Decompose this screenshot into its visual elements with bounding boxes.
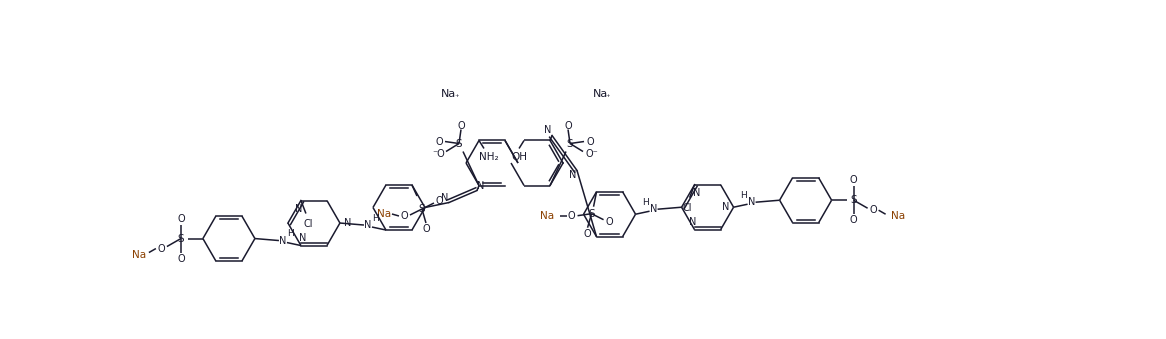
Text: S: S [588, 209, 595, 219]
Text: OH: OH [511, 153, 527, 162]
Text: N: N [364, 220, 372, 230]
Text: O: O [435, 137, 443, 146]
Text: O: O [564, 121, 571, 131]
Text: O: O [584, 229, 591, 239]
Text: S: S [567, 139, 574, 148]
Text: N: N [545, 125, 552, 136]
Text: Cl: Cl [303, 219, 312, 228]
Text: H: H [288, 229, 294, 238]
Text: S: S [456, 139, 462, 148]
Text: O: O [422, 224, 430, 234]
Text: O: O [568, 211, 575, 221]
Text: Na: Na [541, 211, 555, 221]
Text: N: N [747, 197, 756, 207]
Text: O: O [606, 217, 613, 227]
Text: S: S [419, 204, 426, 214]
Text: Na: Na [891, 211, 905, 221]
Text: N: N [722, 202, 729, 212]
Text: ⁻O: ⁻O [433, 148, 445, 159]
Text: N: N [344, 218, 352, 228]
Text: N: N [649, 204, 658, 214]
Text: O: O [850, 215, 857, 225]
Text: ⁺: ⁺ [606, 93, 610, 102]
Text: O: O [850, 175, 857, 185]
Text: O: O [177, 254, 184, 263]
Text: O: O [870, 205, 878, 215]
Text: O: O [157, 243, 164, 254]
Text: O: O [400, 211, 408, 221]
Text: N: N [295, 203, 303, 214]
Text: Cl: Cl [683, 203, 693, 213]
Text: NH₂: NH₂ [479, 153, 499, 162]
Text: S: S [850, 195, 857, 205]
Text: Na: Na [592, 88, 607, 99]
Text: O⁻: O⁻ [585, 148, 598, 159]
Text: N: N [689, 217, 696, 227]
Text: N: N [693, 188, 701, 198]
Text: O: O [177, 214, 184, 223]
Text: O: O [457, 121, 465, 131]
Text: ⁺: ⁺ [455, 93, 459, 102]
Text: N: N [569, 171, 577, 180]
Text: H: H [740, 191, 747, 200]
Text: N: N [279, 236, 287, 245]
Text: N: N [477, 180, 485, 191]
Text: Na: Na [377, 209, 391, 219]
Text: H: H [373, 214, 379, 222]
Text: O: O [586, 137, 593, 146]
Text: S: S [177, 234, 184, 243]
Text: Na: Na [442, 88, 457, 99]
Text: N: N [441, 193, 449, 202]
Text: H: H [642, 198, 649, 207]
Text: O: O [435, 196, 443, 206]
Text: Na: Na [132, 250, 146, 260]
Text: N: N [300, 233, 307, 242]
